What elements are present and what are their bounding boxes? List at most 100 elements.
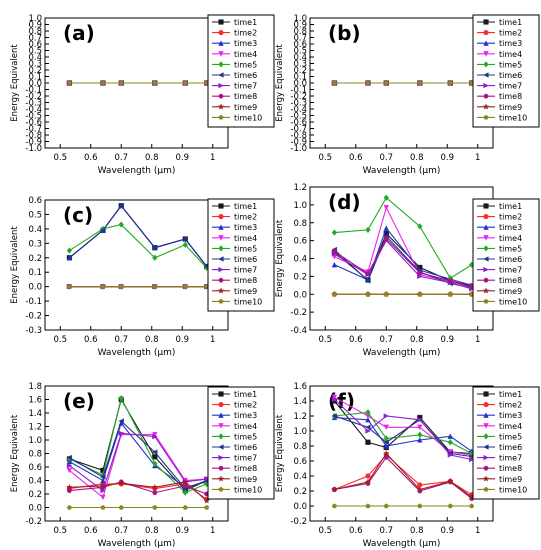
legend-swatch-marker — [218, 214, 224, 220]
data-point — [365, 428, 371, 434]
series-line-time8 — [69, 481, 207, 495]
legend-entry: time2 — [499, 29, 522, 38]
data-point — [364, 478, 372, 485]
y-tick-label: -0.1 — [25, 297, 42, 307]
y-tick-label: -0.8 — [290, 131, 307, 141]
y-tick-label: 1.2 — [293, 183, 307, 193]
x-tick-label: 0.9 — [440, 526, 454, 536]
y-tick-label: -0.2 — [290, 92, 307, 102]
legend-swatch-marker — [483, 454, 489, 461]
data-point — [383, 236, 389, 242]
legend-entry: time4 — [499, 422, 522, 431]
data-point — [383, 424, 389, 431]
x-tick-label: 0.9 — [175, 153, 189, 163]
legend-swatch-marker — [483, 93, 489, 99]
y-tick-label: 0.7 — [28, 34, 42, 44]
legend-entry: time7 — [499, 266, 522, 275]
legend-entry: time5 — [499, 244, 522, 253]
panel-label: (c) — [63, 203, 93, 227]
data-point — [66, 483, 73, 491]
data-point — [383, 443, 389, 449]
y-axis-label: Energy Equivalent — [10, 226, 20, 304]
data-point — [365, 80, 371, 86]
data-point — [417, 417, 423, 423]
legend-swatch-marker — [218, 30, 224, 36]
legend-swatch-marker — [218, 256, 224, 262]
y-tick-label: 0.6 — [293, 40, 307, 50]
y-tick-label: -0.8 — [25, 131, 42, 141]
x-tick-label: 1 — [210, 335, 215, 345]
x-axis-label: Wavelength (μm) — [363, 539, 441, 549]
x-tick-label: 0.7 — [379, 153, 393, 163]
legend-swatch-marker — [483, 114, 489, 120]
series-line-time8 — [334, 237, 472, 288]
y-tick-label: 0.0 — [28, 283, 42, 293]
y-tick-label: 0.9 — [293, 21, 307, 31]
data-point — [447, 452, 454, 458]
chart-panel: -1.0-0.9-0.8-0.7-0.6-0.5-0.4-0.3-0.2-0.1… — [275, 14, 540, 176]
data-point — [383, 439, 389, 445]
data-point — [447, 477, 454, 485]
legend-entry: time7 — [499, 82, 522, 91]
legend-swatch-marker — [483, 486, 489, 492]
x-tick-label: 0.9 — [440, 153, 454, 163]
x-tick-label: 0.8 — [145, 153, 159, 163]
legend-entry: time7 — [234, 82, 257, 91]
legend-swatch-marker — [218, 82, 224, 89]
y-tick-label: 0.1 — [28, 268, 42, 278]
x-tick-label: 0.9 — [175, 526, 189, 536]
legend-swatch-marker — [483, 444, 489, 450]
panel-label: (b) — [328, 21, 361, 45]
y-tick-label: 1.4 — [293, 397, 307, 407]
y-tick-label: 1.0 — [293, 14, 307, 24]
x-tick-label: 1 — [210, 153, 215, 163]
y-axis-label: Energy Equivalent — [275, 44, 285, 122]
data-point — [118, 203, 124, 209]
series-line-time4 — [334, 206, 472, 288]
data-point — [100, 227, 106, 234]
legend-swatch-marker — [483, 402, 489, 408]
legend-entry: time1 — [234, 390, 257, 399]
y-tick-label: 0.6 — [293, 237, 307, 247]
y-tick-label: 0.4 — [28, 477, 42, 487]
y-tick-label: 0.4 — [28, 53, 42, 63]
legend-swatch-marker — [482, 287, 490, 294]
x-tick-label: 0.6 — [349, 335, 363, 345]
y-axis-label: Energy Equivalent — [275, 219, 285, 297]
legend-entry: time5 — [234, 432, 257, 441]
data-point — [182, 489, 188, 496]
y-tick-label: 1.6 — [293, 382, 307, 392]
x-tick-label: 0.7 — [114, 526, 128, 536]
data-point — [152, 504, 158, 510]
y-axis-label: Energy Equivalent — [10, 414, 20, 492]
chart-panel: -0.2 0.0 0.2 0.4 0.6 0.8 1.0 1.2 1.4 1.6 0.5 0.6 0.7… — [275, 382, 540, 549]
y-axis-label: Energy Equivalent — [10, 44, 20, 122]
data-point — [118, 284, 124, 289]
legend-swatch-marker — [218, 72, 224, 78]
x-tick-label: 0.7 — [114, 153, 128, 163]
y-tick-label: 0.6 — [28, 463, 42, 473]
y-tick-label: 1.2 — [28, 423, 42, 433]
legend-entry: time5 — [234, 244, 257, 253]
data-point — [383, 194, 389, 201]
x-axis-label: Wavelength (μm) — [363, 166, 441, 176]
x-tick-label: 0.6 — [84, 526, 98, 536]
data-point — [118, 221, 124, 228]
data-point — [447, 80, 453, 86]
data-point — [469, 503, 475, 509]
legend-entry: time3 — [499, 223, 522, 232]
legend-swatch-marker — [218, 114, 224, 120]
data-point — [417, 291, 423, 297]
series-line-time3 — [334, 226, 472, 286]
series-line-time2 — [334, 454, 472, 496]
series-line-time9 — [334, 452, 472, 498]
x-tick-label: 0.7 — [379, 335, 393, 345]
legend-entry: time8 — [234, 276, 257, 285]
data-point — [447, 291, 453, 297]
data-point — [331, 229, 338, 236]
y-tick-label: 0.8 — [293, 219, 307, 229]
